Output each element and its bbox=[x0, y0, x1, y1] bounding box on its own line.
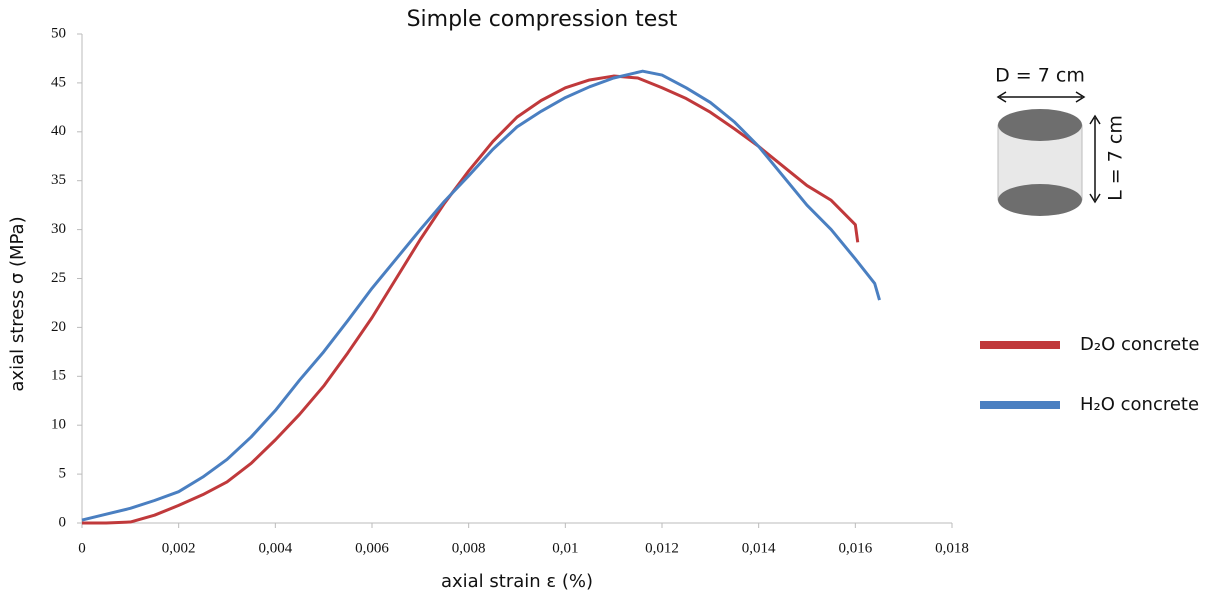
diameter-label: D = 7 cm bbox=[995, 65, 1085, 87]
y-tick-label: 25 bbox=[51, 270, 66, 286]
data-line bbox=[81, 69, 881, 522]
x-tick-label: 0,01 bbox=[552, 540, 578, 556]
legend-label: H₂O concrete bbox=[1080, 394, 1199, 415]
y-tick-label: 5 bbox=[59, 466, 67, 482]
y-tick-label: 45 bbox=[51, 74, 66, 90]
x-tick-label: 0,008 bbox=[452, 540, 486, 556]
x-tick-label: 0,016 bbox=[838, 540, 872, 556]
length-arrowheads bbox=[1089, 114, 1101, 204]
y-axis-label: axial stress σ (MPa) bbox=[7, 216, 28, 391]
x-tick-label: 0,006 bbox=[355, 540, 389, 556]
y-tick-label: 35 bbox=[51, 172, 66, 188]
y-tick-label: 50 bbox=[51, 25, 66, 41]
y-tick-label: 30 bbox=[51, 221, 66, 237]
x-tick-label: 0,014 bbox=[742, 540, 776, 556]
diameter-arrowheads bbox=[996, 91, 1086, 103]
y-tick-label: 10 bbox=[51, 417, 66, 433]
cylinder-bottom bbox=[998, 184, 1082, 216]
y-tick-label: 15 bbox=[51, 368, 66, 384]
specimen-diagram: D = 7 cm L = 7 cm bbox=[995, 65, 1127, 216]
y-tick-label: 20 bbox=[51, 319, 66, 335]
chart-title: Simple compression test bbox=[407, 7, 678, 32]
x-axis-label: axial strain ε (%) bbox=[441, 571, 593, 592]
legend-label: D₂O concrete bbox=[1080, 334, 1199, 355]
x-tick-label: 0,004 bbox=[258, 540, 292, 556]
length-label: L = 7 cm bbox=[1105, 115, 1127, 201]
y-tick-label: 40 bbox=[51, 123, 66, 139]
x-tick-label: 0,012 bbox=[645, 540, 679, 556]
cylinder-top bbox=[998, 109, 1082, 141]
x-tick-label: 0 bbox=[78, 540, 86, 556]
x-tick-label: 0,002 bbox=[162, 540, 196, 556]
x-tick-label: 0,018 bbox=[935, 540, 969, 556]
y-tick-label: 0 bbox=[59, 514, 67, 530]
data-line bbox=[82, 74, 860, 525]
